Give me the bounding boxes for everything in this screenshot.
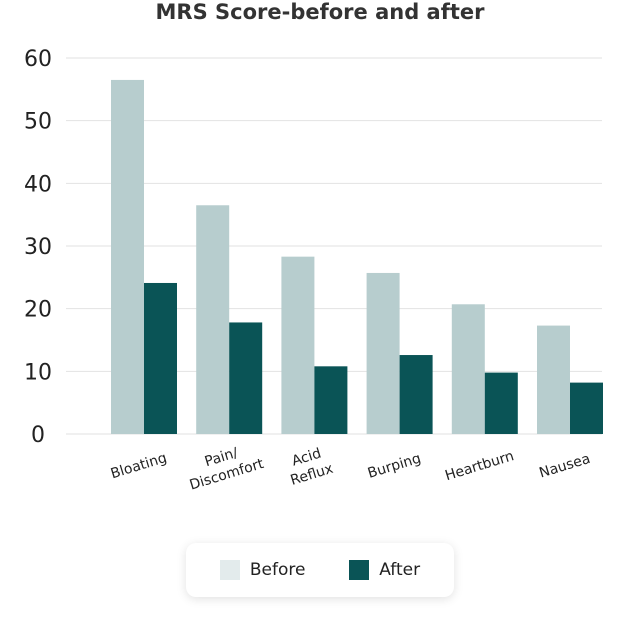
bar-before-2 <box>281 256 315 434</box>
bar-before-0 <box>111 79 144 434</box>
x-tick-label: Burping <box>366 451 423 482</box>
y-tick-label: 50 <box>24 110 52 135</box>
x-tick-label-line: Heartburn <box>443 448 516 484</box>
x-tick-label: Nausea <box>537 451 592 482</box>
x-tick-label-line: Nausea <box>537 451 592 482</box>
legend-item-before: Before <box>219 560 306 580</box>
bar-after-0 <box>144 282 177 434</box>
x-axis-ticks: Bloating Pain/Discomfort AcidReflux Burping… <box>109 439 592 494</box>
bars <box>111 79 603 434</box>
y-tick-label: 10 <box>24 360 52 385</box>
bar-after-3 <box>399 355 433 434</box>
y-tick-label: 30 <box>24 235 52 260</box>
chart-title: MRS Score-before and after <box>156 0 486 24</box>
bar-after-2 <box>314 366 348 434</box>
y-tick-label: 20 <box>24 298 52 323</box>
legend: Before After <box>186 543 454 597</box>
x-tick-label: Bloating <box>109 450 169 482</box>
bar-before-4 <box>451 304 485 434</box>
legend-swatch-after <box>349 560 370 580</box>
bar-after-5 <box>570 382 603 434</box>
bar-before-3 <box>366 272 400 434</box>
bar-after-1 <box>229 322 263 434</box>
y-tick-label: 0 <box>31 423 45 448</box>
legend-label-after: After <box>379 560 421 580</box>
legend-item-after: After <box>349 560 420 580</box>
bar-after-4 <box>484 372 518 434</box>
x-tick-label-line: Bloating <box>109 450 169 482</box>
x-tick-label-line: Burping <box>366 451 423 482</box>
legend-label-before: Before <box>249 560 306 580</box>
x-tick-label: Pain/Discomfort <box>182 439 266 494</box>
x-tick-label: Heartburn <box>443 448 516 484</box>
legend-swatch-before <box>219 560 240 580</box>
y-tick-label: 40 <box>24 172 52 197</box>
y-tick-label: 60 <box>24 47 52 72</box>
bar-before-5 <box>537 325 570 434</box>
bar-before-1 <box>196 205 230 434</box>
y-axis-ticks: 0 10 20 30 40 50 60 <box>24 47 52 448</box>
bar-chart: MRS Score-before and after 0 10 20 30 40 50 60… <box>24 0 603 494</box>
x-tick-label: AcidReflux <box>283 444 335 489</box>
